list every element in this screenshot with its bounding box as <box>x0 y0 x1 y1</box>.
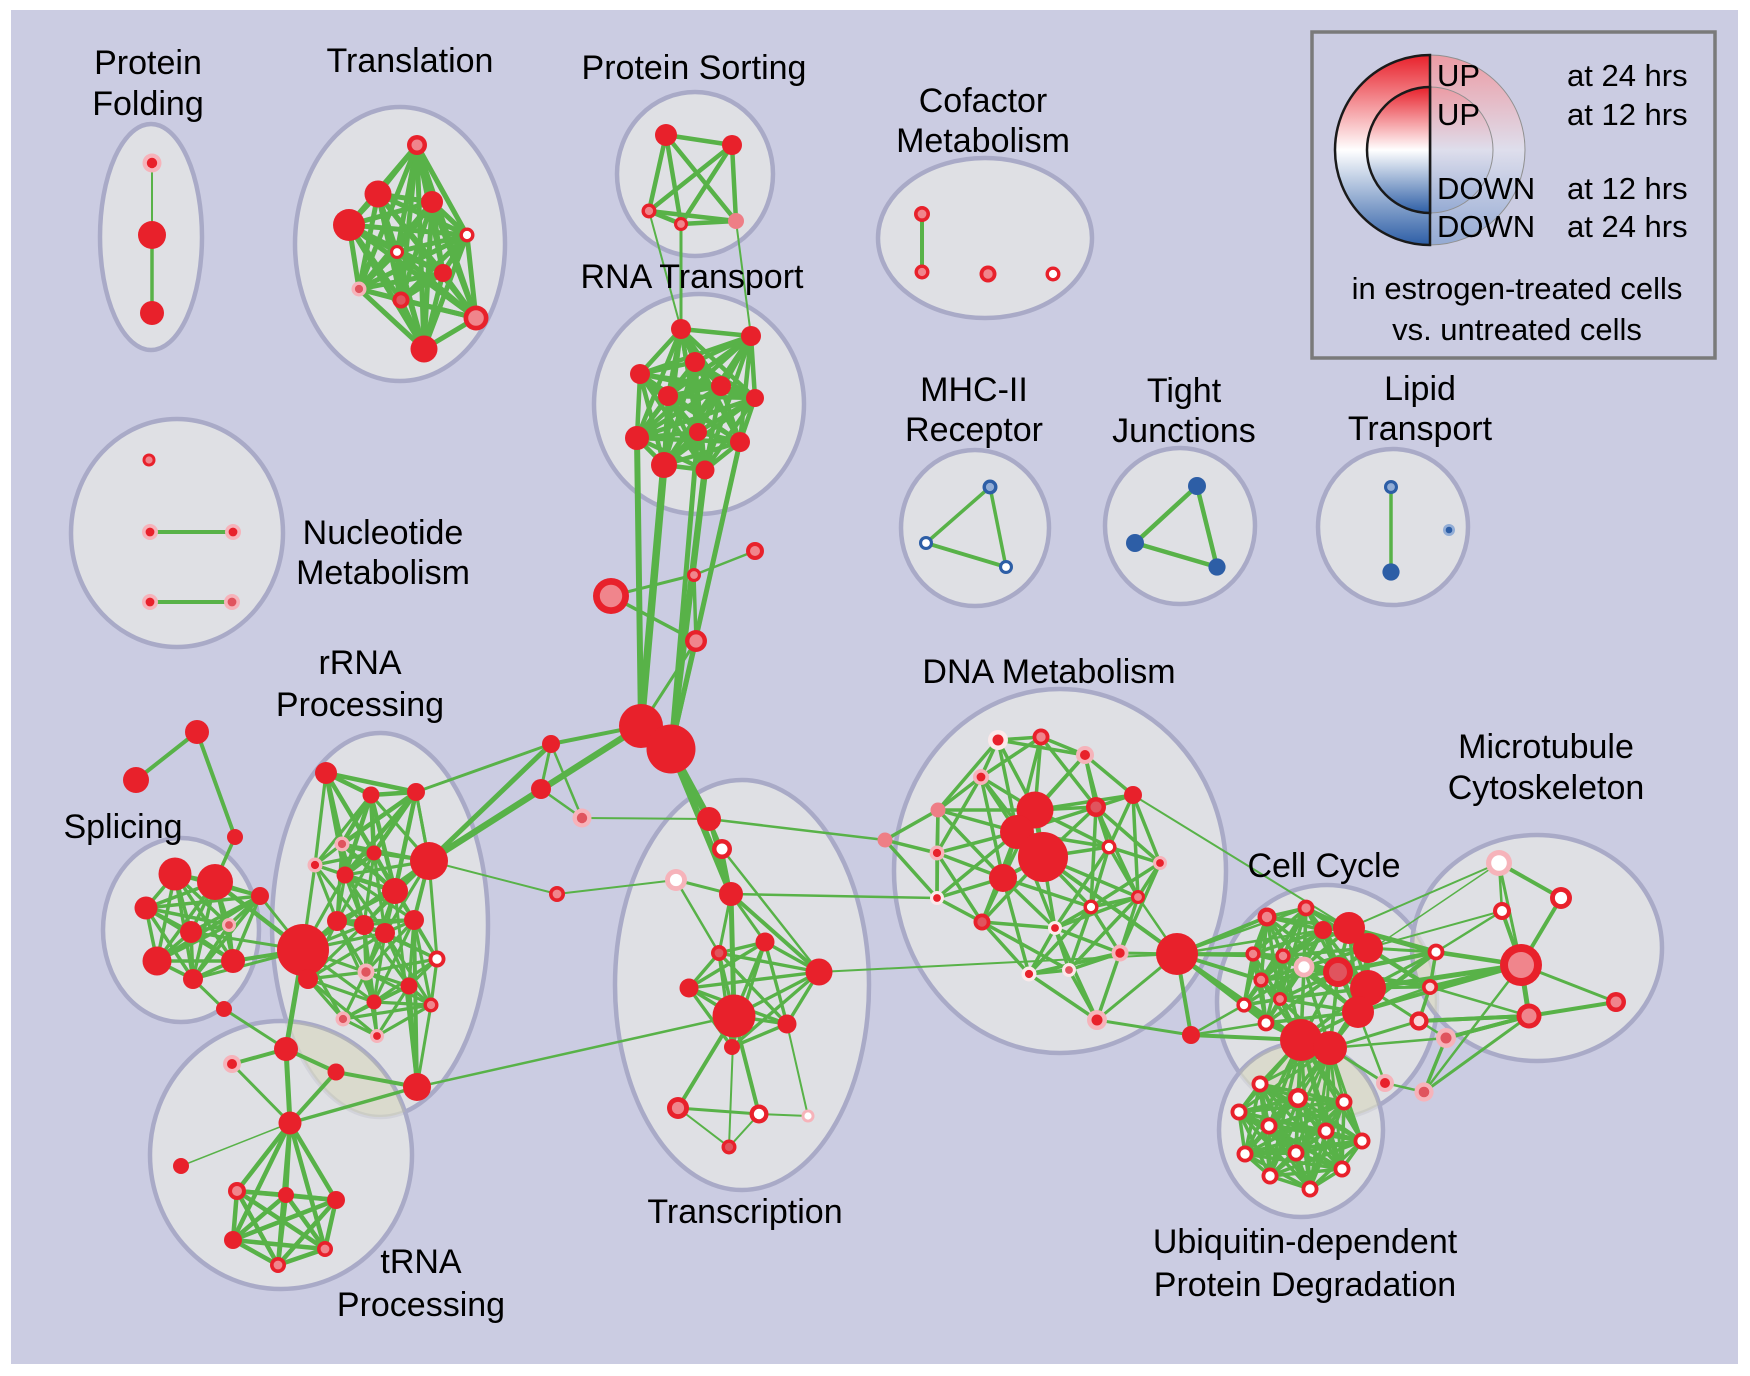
svg-text:Cytoskeleton: Cytoskeleton <box>1448 769 1645 807</box>
svg-text:Lipid: Lipid <box>1384 370 1456 408</box>
svg-text:Ubiquitin-dependent: Ubiquitin-dependent <box>1153 1223 1458 1261</box>
svg-text:at 12 hrs: at 12 hrs <box>1567 171 1688 206</box>
svg-text:Tight: Tight <box>1147 372 1222 410</box>
svg-text:Processing: Processing <box>276 686 444 724</box>
svg-text:Metabolism: Metabolism <box>296 554 470 592</box>
svg-text:Transport: Transport <box>1348 410 1493 448</box>
svg-text:UP: UP <box>1437 58 1480 93</box>
svg-text:Folding: Folding <box>92 85 204 123</box>
svg-text:DOWN: DOWN <box>1437 171 1535 206</box>
svg-text:Translation: Translation <box>327 42 494 80</box>
svg-text:Cell Cycle: Cell Cycle <box>1247 847 1400 885</box>
svg-text:tRNA: tRNA <box>380 1243 462 1281</box>
svg-text:Junctions: Junctions <box>1112 412 1256 450</box>
svg-text:at 24 hrs: at 24 hrs <box>1567 58 1688 93</box>
svg-text:in estrogen-treated cells: in estrogen-treated cells <box>1352 271 1683 306</box>
svg-text:at 24 hrs: at 24 hrs <box>1567 209 1688 244</box>
svg-text:Protein Degradation: Protein Degradation <box>1154 1266 1456 1304</box>
svg-text:UP: UP <box>1437 97 1480 132</box>
svg-text:RNA Transport: RNA Transport <box>581 258 805 296</box>
svg-text:Splicing: Splicing <box>63 808 182 846</box>
svg-text:Processing: Processing <box>337 1286 505 1324</box>
svg-text:MHC-II: MHC-II <box>920 371 1028 409</box>
svg-text:Transcription: Transcription <box>647 1193 842 1231</box>
svg-text:Cofactor: Cofactor <box>919 82 1048 120</box>
svg-text:rRNA: rRNA <box>318 644 401 682</box>
svg-text:DNA Metabolism: DNA Metabolism <box>922 653 1175 691</box>
svg-text:vs. untreated cells: vs. untreated cells <box>1392 312 1642 347</box>
svg-text:Metabolism: Metabolism <box>896 122 1070 160</box>
svg-text:Nucleotide: Nucleotide <box>303 514 464 552</box>
svg-text:Receptor: Receptor <box>905 411 1043 449</box>
svg-text:Microtubule: Microtubule <box>1458 728 1634 766</box>
svg-text:Protein: Protein <box>94 44 202 82</box>
svg-text:Protein Sorting: Protein Sorting <box>582 49 807 87</box>
svg-text:at 12 hrs: at 12 hrs <box>1567 97 1688 132</box>
svg-text:DOWN: DOWN <box>1437 209 1535 244</box>
